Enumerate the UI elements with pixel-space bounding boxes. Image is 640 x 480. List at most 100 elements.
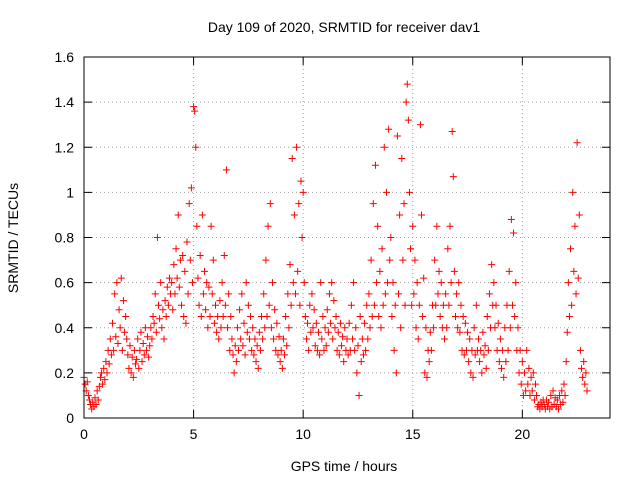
data-point (83, 378, 91, 386)
data-point (267, 324, 275, 332)
data-point (203, 279, 211, 287)
data-point (305, 346, 313, 354)
data-point (529, 369, 537, 377)
data-point (460, 351, 468, 359)
data-point (316, 351, 324, 359)
data-point (412, 324, 420, 332)
data-point (139, 340, 147, 348)
data-point (502, 358, 510, 366)
data-point (137, 328, 145, 336)
data-point (478, 369, 486, 377)
data-point (317, 279, 325, 287)
data-point (563, 328, 571, 336)
data-point (445, 301, 453, 309)
data-point (304, 319, 312, 327)
data-point (300, 279, 308, 287)
data-point (145, 353, 153, 361)
data-point (287, 301, 295, 309)
data-point (312, 319, 320, 327)
data-point (572, 290, 580, 298)
data-point (510, 229, 518, 237)
data-point (196, 252, 204, 260)
data-point (134, 335, 142, 343)
data-point (506, 324, 514, 332)
data-point (289, 279, 297, 287)
data-point (122, 312, 130, 320)
data-point (103, 369, 111, 377)
data-point (466, 335, 474, 343)
data-point (472, 301, 480, 309)
data-point (208, 290, 216, 298)
data-point (237, 335, 245, 343)
data-point (231, 342, 239, 350)
data-point (389, 279, 397, 287)
data-point (213, 328, 221, 336)
data-point (434, 290, 442, 298)
data-point (459, 312, 467, 320)
data-point (569, 188, 577, 196)
data-point (564, 279, 572, 287)
data-point (530, 396, 538, 404)
data-point (391, 301, 399, 309)
data-point (288, 155, 296, 163)
data-point (108, 319, 116, 327)
data-point (124, 351, 132, 359)
data-point (248, 346, 256, 354)
data-point (135, 364, 143, 372)
data-point (184, 290, 192, 298)
data-point (255, 328, 263, 336)
data-point (409, 222, 417, 230)
x-axis-label: GPS time / hours (291, 458, 398, 474)
data-point (330, 297, 338, 305)
data-point (386, 256, 394, 264)
data-point (209, 256, 217, 264)
data-point (554, 405, 562, 413)
data-point (290, 211, 298, 219)
data-point (446, 222, 454, 230)
data-point (100, 364, 108, 372)
data-point (320, 346, 328, 354)
x-tick-label: 20 (515, 426, 531, 442)
data-point (228, 335, 236, 343)
data-point (410, 290, 418, 298)
data-point (475, 335, 482, 343)
plot-frame (83, 56, 611, 419)
data-point (163, 283, 171, 291)
data-point (573, 139, 581, 147)
data-point (401, 301, 409, 309)
data-point (398, 155, 406, 163)
data-point (483, 312, 491, 320)
data-point (441, 335, 449, 343)
data-point (367, 256, 375, 264)
data-point (256, 346, 264, 354)
data-point (147, 324, 155, 332)
data-point (156, 315, 164, 323)
data-point (308, 290, 316, 298)
data-point (370, 301, 378, 309)
grid-lines (84, 57, 610, 418)
data-point (175, 283, 183, 291)
data-point (356, 312, 364, 320)
data-point (168, 279, 176, 287)
data-point (144, 333, 152, 341)
data-point (99, 380, 107, 388)
data-point (364, 335, 372, 343)
y-axis-label: SRMTID / TECUs (5, 183, 21, 293)
data-point (545, 398, 553, 406)
data-point (323, 306, 331, 314)
data-point (481, 342, 489, 350)
data-point (464, 328, 472, 336)
data-point (450, 267, 458, 275)
data-point (420, 274, 428, 282)
data-point (190, 103, 198, 111)
data-point (378, 245, 386, 253)
data-point (298, 234, 306, 241)
data-point (282, 312, 290, 320)
data-point (353, 369, 361, 377)
data-point (374, 222, 382, 230)
data-point (275, 333, 283, 341)
data-point (278, 364, 286, 372)
data-point (375, 312, 383, 320)
data-point (454, 324, 462, 332)
data-point (174, 211, 182, 219)
